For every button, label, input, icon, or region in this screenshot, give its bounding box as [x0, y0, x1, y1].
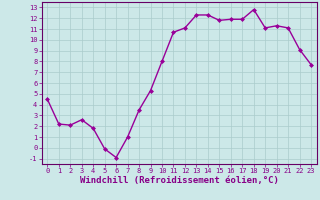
X-axis label: Windchill (Refroidissement éolien,°C): Windchill (Refroidissement éolien,°C)	[80, 176, 279, 185]
